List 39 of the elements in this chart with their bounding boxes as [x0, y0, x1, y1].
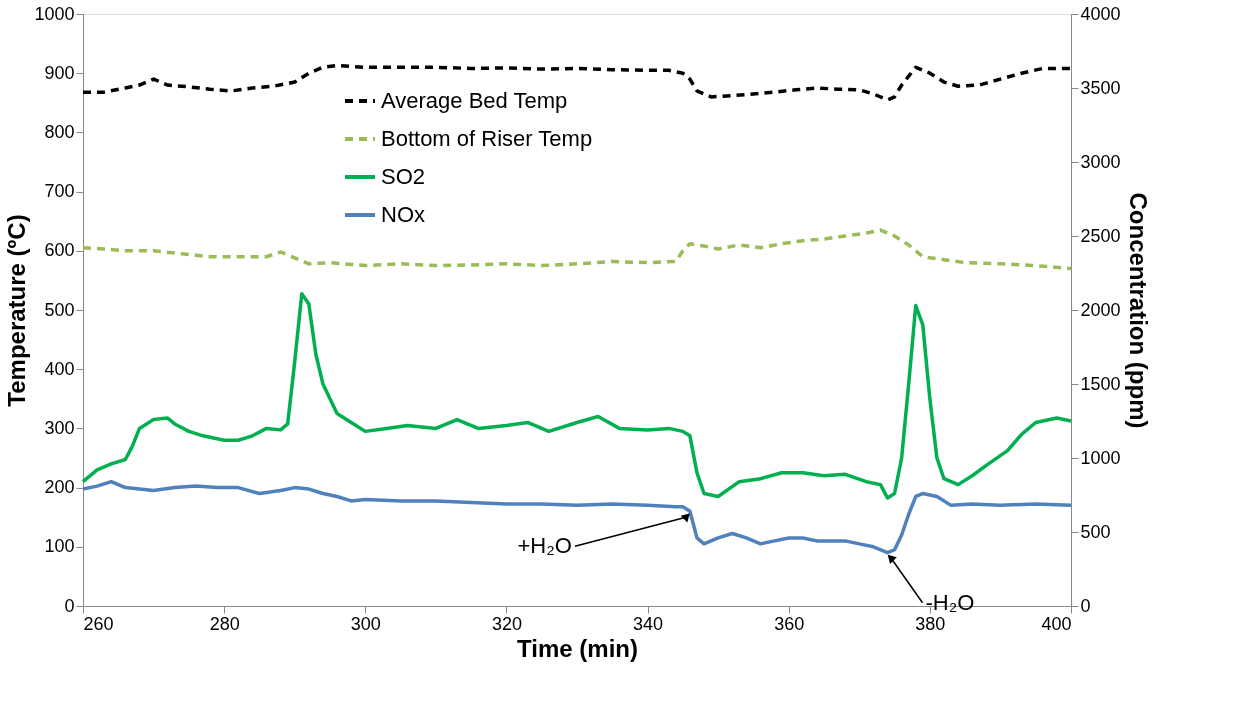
- legend-label: NOx: [381, 202, 425, 227]
- legend-label: Bottom of Riser Temp: [381, 126, 593, 151]
- x-axis-title: Time (min): [517, 634, 638, 662]
- annotation: +H₂O: [517, 533, 572, 559]
- x-tick-label: 360: [774, 613, 805, 634]
- y-tick-label: 0: [64, 595, 75, 616]
- y-tick-label: 300: [44, 417, 75, 438]
- y2-tick-label: 0: [1080, 595, 1091, 616]
- y2-tick-label: 1000: [1080, 447, 1121, 468]
- y2-tick-label: 2500: [1080, 225, 1121, 246]
- x-tick-label: 280: [209, 613, 240, 634]
- y-tick-label: 700: [44, 181, 75, 202]
- y2-tick-label: 1500: [1080, 373, 1121, 394]
- x-tick-label: 340: [633, 613, 664, 634]
- y-tick-label: 600: [44, 240, 75, 261]
- y2-tick-label: 500: [1080, 521, 1111, 542]
- x-tick-label: 260: [83, 613, 114, 634]
- x-tick-label: 400: [1041, 613, 1072, 634]
- y-tick-label: 500: [44, 299, 75, 320]
- line-series: [81, 228, 1073, 271]
- y-tick-label: 100: [44, 536, 75, 557]
- y-tick-label: 900: [44, 62, 75, 83]
- y2-tick-label: 4000: [1080, 3, 1121, 24]
- y2-tick-label: 2000: [1080, 299, 1121, 320]
- legend-label: Average Bed Temp: [381, 88, 568, 113]
- annotation: -H₂O: [925, 589, 975, 615]
- y-tick-label: 800: [44, 121, 75, 142]
- y-tick-label: 200: [44, 477, 75, 498]
- legend-label: SO2: [381, 164, 426, 189]
- y2-axis-title: Concentration (ppm): [1124, 192, 1152, 429]
- line-series: [81, 291, 1073, 500]
- x-tick-label: 320: [491, 613, 522, 634]
- y-tick-label: 400: [44, 358, 75, 379]
- y-tick-label: 1000: [34, 3, 75, 24]
- x-tick-label: 300: [350, 613, 381, 634]
- x-tick-label: 380: [915, 613, 946, 634]
- y2-tick-label: 3000: [1080, 151, 1121, 172]
- y2-tick-label: 3500: [1080, 77, 1121, 98]
- y-axis-title: Temperature (ºC): [3, 214, 31, 407]
